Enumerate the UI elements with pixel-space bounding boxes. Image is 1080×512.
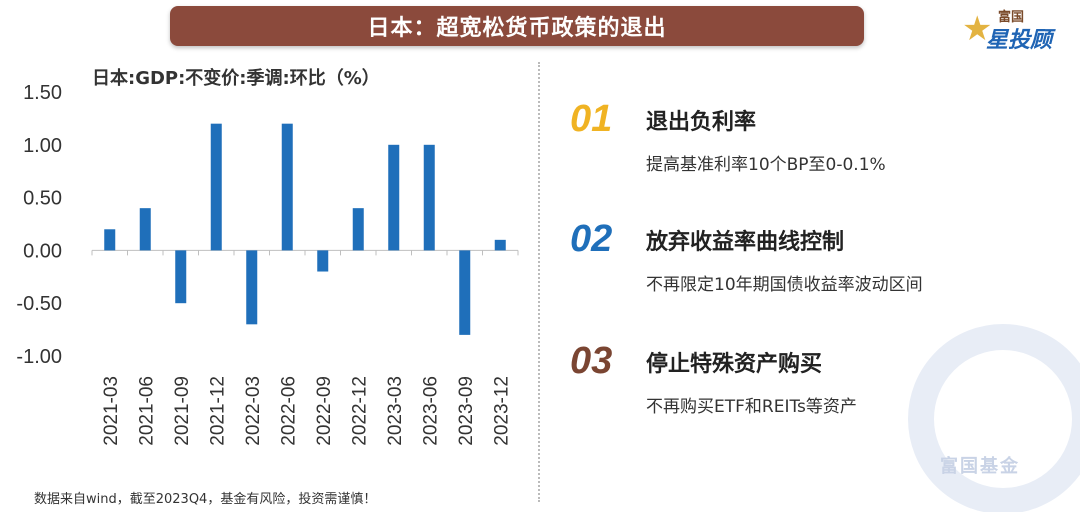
point-number: 01 — [570, 98, 613, 140]
bar-2022-03 — [246, 250, 258, 325]
watermark: 富国基金 — [880, 318, 1080, 512]
brand-logo: ★ 富国 星投顾 — [956, 4, 1066, 54]
bar-2023-12 — [494, 239, 506, 251]
bar-2021-09 — [175, 250, 187, 304]
bar-2022-09 — [317, 250, 329, 272]
point-desc: 提高基准利率10个BP至0-0.1% — [646, 155, 886, 175]
bar-2023-09 — [459, 250, 471, 335]
x-tick-label: 2022-12 — [349, 376, 370, 446]
logo-top-text: 富国 — [998, 10, 1025, 25]
x-tick-label: 2023-09 — [456, 376, 477, 446]
x-tick-label: 2023-06 — [420, 376, 441, 446]
x-tick-label: 2022-09 — [314, 376, 335, 446]
x-tick-label: 2022-03 — [243, 376, 264, 446]
bar-2021-03 — [104, 229, 116, 251]
bar-2022-12 — [352, 208, 364, 251]
point-number: 03 — [570, 340, 613, 382]
x-tick-label: 2023-03 — [385, 376, 406, 446]
x-tick-label: 2021-06 — [136, 376, 157, 446]
point-desc: 不再购买ETF和REITs等资产 — [646, 397, 857, 417]
coin-logo-icon — [908, 324, 1080, 512]
source-note: 数据来自wind，截至2023Q4，基金有风险，投资需谨慎！ — [34, 492, 377, 507]
point-title: 停止特殊资产购买 — [646, 352, 823, 377]
point-title: 退出负利率 — [646, 110, 757, 135]
bar-2022-06 — [281, 123, 293, 251]
section-divider — [538, 62, 540, 502]
page-title: 日本：超宽松货币政策的退出 — [367, 16, 667, 41]
bar-2021-06 — [139, 208, 151, 251]
y-tick-label: -1.00 — [16, 346, 62, 368]
x-tick-label: 2021-12 — [207, 376, 228, 446]
x-tick-label: 2021-03 — [101, 376, 122, 446]
chart-title: 日本:GDP:不变价:季调:环比（%） — [92, 68, 380, 89]
y-tick-label: 0.50 — [23, 188, 62, 210]
point-number: 02 — [570, 218, 613, 260]
star-icon: ★ — [962, 9, 993, 49]
watermark-text: 富国基金 — [940, 456, 1020, 477]
point-title: 放弃收益率曲线控制 — [646, 230, 845, 255]
bar-2021-12 — [210, 123, 222, 251]
gdp-bar-chart: 1.50 1.00 0.50 0.00 -0.50 -1.00 2021-03 2021-06… — [16, 82, 519, 446]
bar-2023-06 — [423, 144, 435, 251]
logo-main-text: 星投顾 — [986, 28, 1053, 53]
y-tick-label: -0.50 — [16, 293, 62, 315]
bar-2023-03 — [388, 144, 400, 251]
title-banner: 日本：超宽松货币政策的退出 — [170, 6, 864, 46]
y-tick-label: 1.50 — [23, 82, 62, 104]
y-tick-label: 0.00 — [23, 240, 62, 262]
x-tick-label: 2021-09 — [172, 376, 193, 446]
x-tick-label: 2022-06 — [278, 376, 299, 446]
y-tick-label: 1.00 — [23, 135, 62, 157]
x-tick-label: 2023-12 — [491, 376, 512, 446]
point-desc: 不再限定10年期国债收益率波动区间 — [646, 275, 923, 295]
